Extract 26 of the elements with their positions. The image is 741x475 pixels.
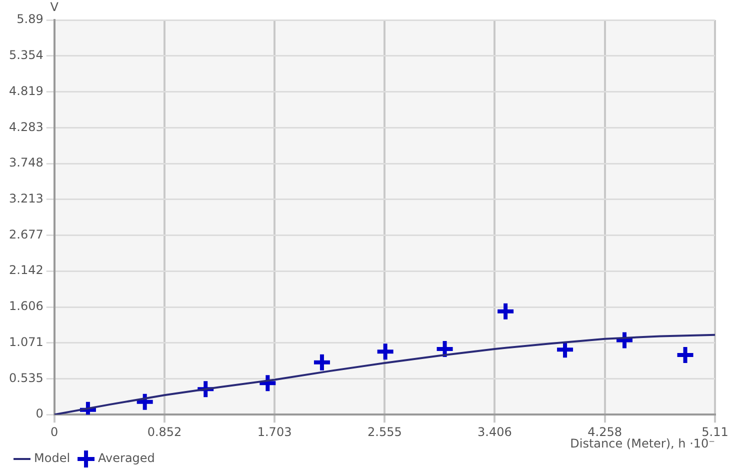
- y-tick-label: 2.142: [8, 263, 44, 278]
- y-tick-label: 5.89: [16, 12, 44, 26]
- y-tick-label: 1.071: [8, 334, 44, 349]
- y-tick-label: 1.606: [8, 299, 44, 314]
- legend-label: Averaged: [98, 451, 155, 466]
- y-tick-label: 3.748: [8, 156, 44, 170]
- y-tick-label: 4.819: [8, 84, 44, 98]
- y-tick-label: 0.535: [8, 370, 44, 385]
- y-axis-title: V: [50, 0, 60, 14]
- x-tick-label: 5.11: [702, 424, 728, 439]
- point: [496, 301, 516, 322]
- x-tick-label: 0: [50, 424, 58, 439]
- y-tick-label: 0: [36, 406, 44, 421]
- point: [312, 352, 332, 372]
- y-tick-label: 3.213: [8, 191, 44, 206]
- x-tick-label: 3.406: [478, 424, 512, 439]
- y-tick-label: 5.354: [8, 48, 44, 62]
- legend-label: Model: [34, 451, 70, 466]
- x-tick-label: 0.852: [147, 424, 182, 439]
- x-tick-label: 4.258: [588, 424, 622, 439]
- x-axis-title: Distance (Meter), h ·10⁻: [570, 436, 715, 451]
- point: [375, 342, 396, 362]
- y-tick-label: 2.677: [8, 227, 44, 242]
- x-tick-label: 2.555: [367, 424, 402, 439]
- y-tick-label: 4.283: [8, 120, 44, 134]
- x-tick-label: 1.703: [257, 424, 292, 439]
